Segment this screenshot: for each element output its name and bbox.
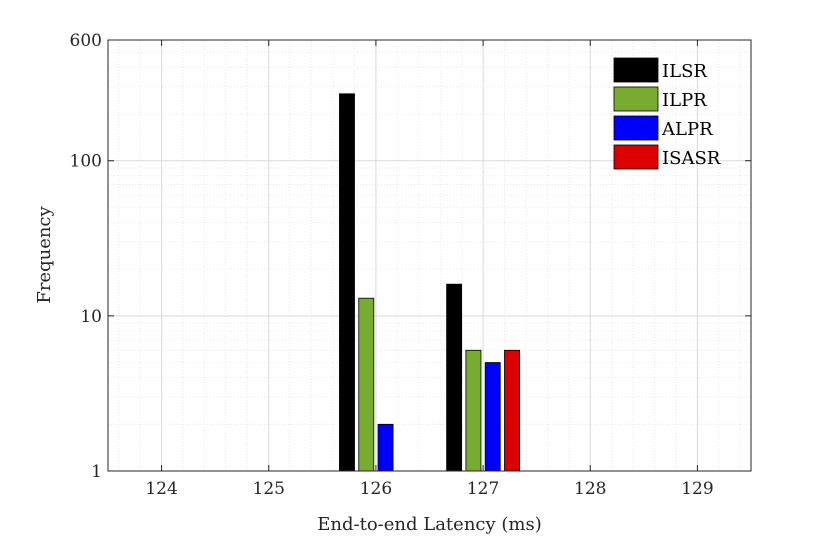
x-tick-label: 129 [681, 479, 713, 499]
bars [339, 93, 520, 472]
legend-swatch-alpr [613, 115, 659, 141]
bar-ilpr-127 [465, 349, 482, 472]
legend-label-ilsr: ILSR [662, 61, 707, 82]
bar-ilsr-126 [339, 93, 355, 472]
y-tick-label: 600 [70, 31, 102, 51]
x-tick-label: 128 [574, 479, 606, 499]
grid [108, 39, 751, 472]
bar-alpr-127 [484, 362, 501, 472]
legend-swatch-ilpr [613, 86, 659, 112]
ticks: 124 125 126 127 128 129 1 10 100 600 [70, 31, 751, 499]
legend-swatch-ilsr [613, 57, 659, 83]
bar-ilpr-126 [358, 297, 375, 472]
bar-ilsr-127 [446, 283, 463, 472]
x-tick-label: 125 [253, 479, 285, 499]
x-tick-label: 126 [360, 479, 392, 499]
x-axis-label: End-to-end Latency (ms) [317, 514, 541, 535]
y-tick-label: 100 [70, 152, 102, 172]
bar-alpr-126 [377, 423, 394, 472]
bar-isasr-127 [504, 349, 520, 472]
legend-label-alpr: ALPR [661, 119, 713, 140]
legend-label-ilpr: ILPR [662, 90, 707, 111]
legend: ILSR ILPR ALPR ISASR [613, 57, 721, 170]
legend-label-isasr: ISASR [662, 148, 721, 169]
y-tick-label: 10 [80, 307, 102, 327]
y-axis-label: Frequency [34, 205, 55, 303]
y-tick-label: 1 [91, 462, 102, 482]
plot-frame [107, 39, 752, 472]
x-tick-label: 127 [467, 479, 499, 499]
x-tick-label: 124 [145, 479, 177, 499]
legend-swatch-isasr [613, 144, 659, 170]
plot-background [108, 40, 751, 471]
